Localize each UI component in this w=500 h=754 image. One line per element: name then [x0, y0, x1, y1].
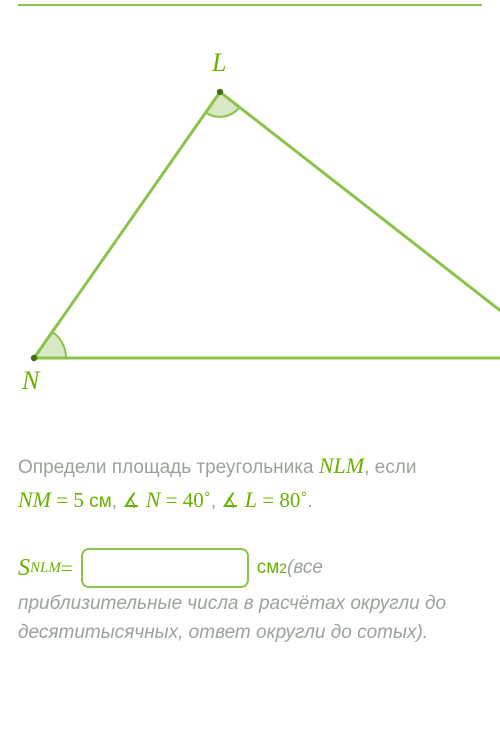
answer-row: SNLM = см2(все [18, 548, 482, 588]
l-val: 80˚ [279, 488, 307, 512]
eq-ans: = [61, 556, 73, 581]
eq2: = [160, 488, 182, 512]
triangle-name: NLM [319, 453, 364, 478]
problem-statement: Определи площадь треугольника NLM, если … [18, 449, 482, 516]
unit-sup: 2 [279, 560, 287, 576]
unit-cm: см [257, 557, 280, 579]
s-var: S [18, 555, 30, 582]
n-var: N [140, 487, 160, 512]
side-nl [34, 92, 220, 358]
eq3: = [257, 488, 279, 512]
area-input[interactable] [81, 548, 249, 588]
hint-text: приблизительные числа в расчётах округли… [18, 590, 482, 647]
angle1: ∡ [122, 490, 140, 512]
nm-var: NM [18, 487, 51, 512]
divider-top [18, 4, 482, 6]
sep2: , [211, 491, 222, 512]
nm-unit: см [84, 491, 112, 512]
eq1: = [51, 488, 73, 512]
trail: (все [287, 557, 323, 579]
triangle-svg [0, 36, 500, 406]
sep1: , [112, 491, 123, 512]
n-val: 40˚ [183, 488, 211, 512]
problem-post: , если [364, 457, 416, 478]
angle2: ∡ [221, 490, 239, 512]
l-var: L [239, 487, 257, 512]
period: . [307, 491, 312, 512]
vertex-n [31, 355, 37, 361]
nm-val: 5 [73, 488, 84, 512]
triangle-diagram: L N [0, 36, 500, 401]
side-lm [220, 92, 500, 326]
vertex-label-n: N [22, 366, 39, 396]
s-sub: NLM [30, 560, 61, 577]
vertex-l [217, 89, 223, 95]
vertex-label-l: L [212, 48, 226, 78]
problem-pre: Определи площадь треугольника [18, 457, 319, 478]
